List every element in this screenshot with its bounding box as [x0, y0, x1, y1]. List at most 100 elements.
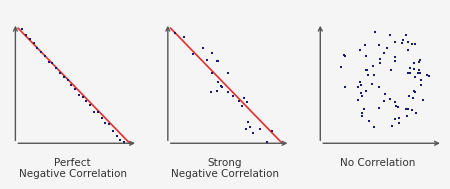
Point — [45, 60, 52, 63]
Point — [209, 52, 216, 55]
Point — [369, 83, 376, 86]
Point — [408, 43, 415, 46]
Point — [249, 132, 256, 135]
Point — [411, 42, 418, 45]
Point — [208, 72, 216, 75]
Point — [207, 90, 214, 93]
Point — [213, 59, 220, 62]
Point — [408, 108, 415, 111]
Point — [189, 53, 197, 56]
Point — [411, 75, 418, 78]
Point — [22, 34, 30, 37]
Point — [41, 54, 49, 57]
Point — [340, 53, 347, 57]
Text: No Correlation: No Correlation — [340, 158, 415, 168]
Point — [405, 40, 412, 43]
Point — [364, 73, 371, 76]
Point — [337, 65, 344, 68]
Point — [404, 115, 411, 118]
Point — [98, 117, 105, 120]
Point — [375, 85, 382, 88]
Point — [394, 105, 401, 108]
Point — [359, 111, 366, 114]
Point — [53, 66, 60, 69]
Point — [215, 81, 222, 84]
Point — [405, 107, 412, 110]
Point — [413, 111, 420, 114]
Point — [387, 97, 394, 100]
Point — [417, 79, 424, 82]
Point — [406, 67, 414, 70]
Point — [381, 100, 388, 103]
Point — [391, 118, 398, 121]
Point — [404, 48, 411, 51]
Point — [180, 36, 188, 39]
Point — [387, 69, 395, 72]
Point — [399, 39, 406, 42]
Point — [423, 74, 430, 77]
Point — [243, 101, 251, 104]
Point — [225, 72, 232, 75]
Point — [392, 55, 399, 58]
Point — [389, 125, 396, 128]
Point — [49, 62, 56, 65]
Point — [64, 79, 71, 82]
Point — [354, 98, 361, 101]
Point — [372, 30, 379, 33]
Point — [199, 47, 207, 50]
Point — [214, 60, 221, 63]
Point — [361, 43, 369, 46]
Point — [410, 67, 418, 70]
Point — [415, 68, 423, 71]
Point — [238, 104, 245, 107]
Point — [72, 88, 79, 91]
Point — [341, 85, 348, 88]
Point — [365, 119, 373, 122]
Point — [362, 90, 369, 93]
Point — [411, 90, 418, 93]
Point — [377, 58, 384, 61]
Point — [354, 85, 361, 88]
Point — [356, 48, 364, 51]
Point — [381, 93, 388, 96]
Point — [359, 95, 366, 98]
Point — [94, 111, 101, 114]
Point — [391, 40, 398, 43]
Point — [370, 73, 378, 76]
Point — [404, 71, 411, 74]
Point — [416, 61, 423, 64]
Point — [26, 38, 33, 41]
Point — [356, 81, 363, 84]
Point — [79, 95, 86, 98]
Text: Strong
Negative Correlation: Strong Negative Correlation — [171, 158, 279, 179]
Point — [375, 43, 382, 46]
Point — [117, 138, 124, 141]
Point — [402, 34, 410, 37]
Point — [363, 68, 370, 71]
Point — [411, 61, 418, 64]
Point — [113, 135, 120, 138]
Point — [362, 68, 369, 71]
Point — [383, 46, 390, 49]
Point — [402, 108, 410, 111]
Point — [395, 121, 402, 124]
Point — [203, 59, 210, 62]
Point — [18, 28, 26, 31]
Point — [392, 105, 399, 108]
Point — [414, 71, 421, 74]
Point — [30, 41, 37, 44]
Point — [417, 71, 424, 74]
Text: Perfect
Negative Correlation: Perfect Negative Correlation — [18, 158, 126, 179]
Point — [417, 58, 424, 61]
Point — [56, 72, 63, 75]
Point — [381, 51, 388, 54]
Point — [236, 99, 243, 102]
Point — [264, 140, 271, 143]
Point — [419, 98, 427, 101]
Point — [37, 50, 45, 53]
Point — [68, 84, 75, 87]
Point — [225, 90, 232, 93]
Point — [102, 121, 109, 124]
Point — [60, 75, 68, 78]
Point — [341, 55, 348, 58]
